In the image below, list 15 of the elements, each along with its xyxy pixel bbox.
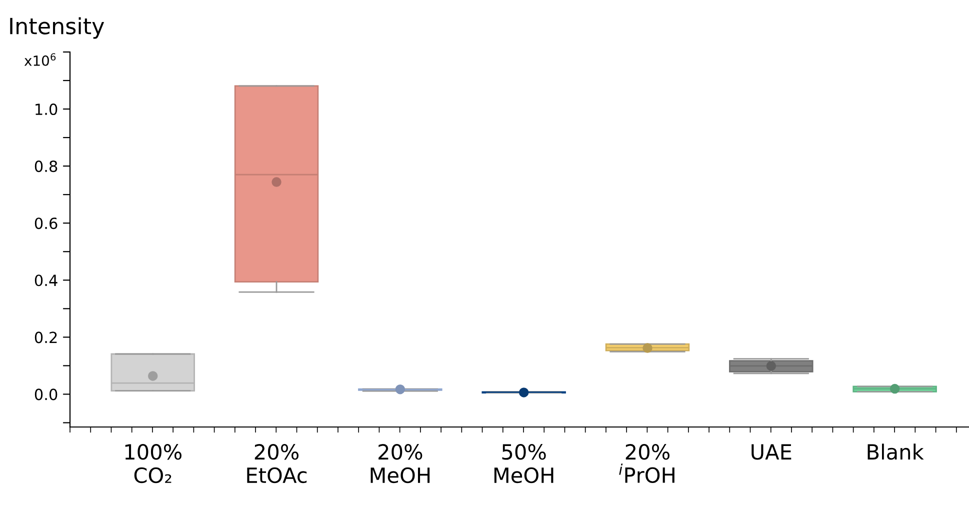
x-tick-label: 20% EtOAc	[247, 444, 307, 484]
x-tick-label: 20% $^{i}$PrOH	[619, 444, 674, 484]
y-tick-label: 1.0	[36, 104, 58, 116]
x-tick-label: 50% MeOH	[494, 444, 554, 484]
y-tick-label: 0.4	[34, 274, 58, 286]
x-tick-label: 100% CO₂	[125, 444, 182, 484]
y-tick-label: 0.8	[34, 160, 58, 172]
x-tick-label: Blank	[868, 444, 924, 460]
x-tick-label: UAE	[752, 444, 792, 460]
text: x10$^{6}$	[24, 53, 56, 66]
y-axis-title: Intensity	[10, 17, 104, 39]
y-tick-label: 0.6	[34, 218, 58, 230]
y-tick-label: 0.2	[34, 332, 57, 344]
y-tick-label: 0.0	[34, 388, 58, 400]
x-tick-label: 20% MeOH	[370, 444, 430, 484]
